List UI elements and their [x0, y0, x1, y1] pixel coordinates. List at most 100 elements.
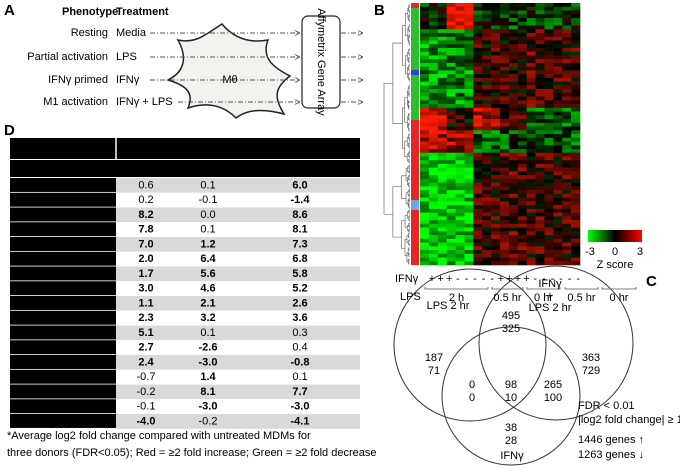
- heatmap-cell: [420, 89, 430, 94]
- heatmap-cell: [428, 145, 439, 150]
- heatmap-cell: [553, 145, 563, 150]
- heatmap-cell: [455, 163, 465, 168]
- heatmap-cell: [535, 156, 545, 161]
- gene-cell: [10, 369, 116, 384]
- heatmap-cell: [526, 156, 536, 161]
- heatmap-cell: [473, 130, 483, 135]
- heatmap-cell: [508, 10, 519, 15]
- heatmap-cell: [428, 21, 439, 26]
- heatmap-cell: [464, 186, 474, 191]
- heatmap-cell: [455, 100, 465, 105]
- heatmap-cell: [482, 126, 492, 131]
- heatmap-cell: [464, 182, 474, 187]
- heatmap-cell: [446, 81, 456, 86]
- heatmap-cell: [428, 104, 439, 109]
- heatmap-cell: [571, 220, 581, 225]
- heatmap-cell: [473, 111, 483, 116]
- heatmap-cell: [491, 160, 501, 165]
- heatmap-cell: [535, 6, 545, 11]
- heatmap-cell: [491, 25, 501, 30]
- heatmap-cell: [455, 205, 465, 210]
- heatmap-cell: [473, 235, 483, 240]
- heatmap-cell: [526, 32, 536, 37]
- value-row-bg: [116, 281, 360, 296]
- fold-change: 3.0: [138, 283, 153, 295]
- heatmap-cell: [482, 74, 492, 79]
- heatmap-cell: [571, 21, 581, 26]
- heatmap-cell: [571, 257, 581, 262]
- heatmap-cell: [500, 227, 510, 232]
- heatmap-cell: [535, 160, 545, 165]
- heatmap-cell: [526, 81, 536, 86]
- heatmap-cell: [464, 29, 474, 34]
- heatmap-cell: [437, 96, 447, 101]
- heatmap-cell: [482, 261, 492, 266]
- heatmap-cell: [535, 235, 545, 240]
- dendrogram-branch: [408, 60, 410, 64]
- heatmap-cell: [464, 257, 474, 262]
- heatmap-cell: [500, 242, 510, 247]
- heatmap-cell: [446, 104, 456, 109]
- value-row-bg: [116, 237, 360, 252]
- heatmap-cell: [491, 137, 501, 142]
- heatmap-cell: [544, 253, 554, 258]
- heatmap-cell: [526, 126, 536, 131]
- heatmap-cell: [571, 134, 581, 139]
- heatmap-cell: [455, 261, 465, 266]
- heatmap-cell: [455, 208, 465, 213]
- heatmap-cell: [544, 100, 554, 105]
- z-score-bar: [588, 230, 642, 242]
- heatmap-cell: [420, 104, 430, 109]
- heatmap-cell: [544, 171, 554, 176]
- heatmap-cell: [562, 62, 572, 67]
- heatmap-cell: [553, 115, 563, 120]
- heatmap-cell: [553, 6, 563, 11]
- heatmap-cell: [455, 119, 465, 124]
- heatmap-cell: [517, 89, 527, 94]
- heatmap-cell: [464, 227, 474, 232]
- heatmap-cell: [420, 167, 430, 172]
- heatmap-cell: [446, 223, 456, 228]
- heatmap-cell: [517, 145, 527, 150]
- heatmap-cell: [428, 77, 439, 82]
- heatmap-cell: [437, 104, 447, 109]
- heatmap-cell: [562, 235, 572, 240]
- heatmap-cell: [553, 59, 563, 64]
- heatmap-cell: [420, 6, 430, 11]
- heatmap-cell: [562, 25, 572, 30]
- gene-cell: [10, 399, 116, 414]
- heatmap-cell: [571, 81, 581, 86]
- heatmap-cell: [553, 122, 563, 127]
- fold-change: 5.6: [200, 268, 215, 280]
- heatmap-cell: [437, 231, 447, 236]
- heatmap-cell: [446, 47, 456, 52]
- heatmap-cell: [420, 152, 430, 157]
- heatmap-cell: [500, 92, 510, 97]
- heatmap-cell: [437, 145, 447, 150]
- heatmap-cell: [544, 205, 554, 210]
- heatmap-cell: [571, 156, 581, 161]
- heatmap-cell: [508, 85, 519, 90]
- heatmap-cell: [473, 227, 483, 232]
- heatmap-cell: [500, 220, 510, 225]
- heatmap-cell: [526, 235, 536, 240]
- heatmap-cell: [428, 47, 439, 52]
- heatmap-cell: [473, 216, 483, 221]
- heatmap-cell: [535, 126, 545, 131]
- heatmap-cell: [482, 197, 492, 202]
- heatmap-cell: [473, 115, 483, 120]
- heatmap-cell: [455, 32, 465, 37]
- heatmap-cell: [535, 51, 545, 56]
- heatmap-cell: [571, 104, 581, 109]
- dendrogram-branch: [404, 215, 408, 228]
- heatmap-cell: [420, 44, 430, 49]
- heatmap-cell: [535, 104, 545, 109]
- heatmap-cell: [420, 160, 430, 165]
- heatmap-cell: [482, 122, 492, 127]
- heatmap-cell: [571, 186, 581, 191]
- heatmap-cell: [464, 193, 474, 198]
- heatmap-cell: [571, 171, 581, 176]
- heatmap-cell: [473, 66, 483, 71]
- heatmap-cell: [553, 3, 563, 8]
- gene-cell: [10, 192, 116, 207]
